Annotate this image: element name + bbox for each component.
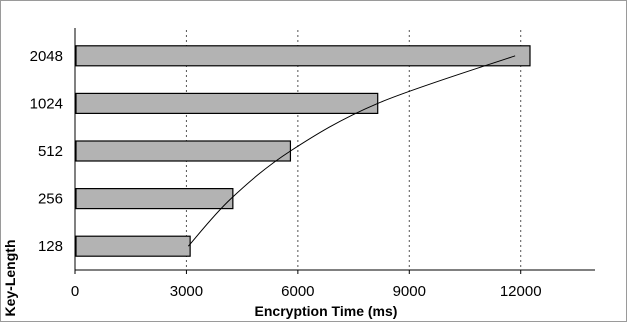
y-tick-label: 128	[38, 238, 63, 255]
bar-2048	[75, 45, 531, 67]
bar-1024	[75, 92, 379, 115]
x-axis-title: Encryption Time (ms)	[255, 303, 398, 319]
x-tick-label: 6000	[281, 283, 314, 300]
trendline	[187, 55, 516, 247]
x-tick-label: 12000	[500, 283, 542, 300]
bar-512	[75, 140, 292, 162]
y-tick-label: 512	[38, 143, 63, 160]
bar-256	[75, 188, 234, 210]
trendline-curve	[187, 55, 516, 247]
bar-128	[75, 235, 191, 257]
bars	[75, 45, 531, 257]
y-tick-label: 2048	[30, 48, 63, 65]
y-tick-label: 1024	[30, 95, 63, 112]
x-tick-label: 9000	[393, 283, 426, 300]
x-tick-label: 0	[71, 283, 79, 300]
x-tick-label: 3000	[170, 283, 203, 300]
axes	[74, 28, 595, 274]
y-tick-labels: 128 256 512 1024 2048	[30, 48, 63, 255]
x-tick-labels: 0 3000 6000 9000 12000	[71, 283, 542, 300]
y-axis-title: Key-Length	[2, 240, 18, 317]
y-tick-label: 256	[38, 191, 63, 208]
